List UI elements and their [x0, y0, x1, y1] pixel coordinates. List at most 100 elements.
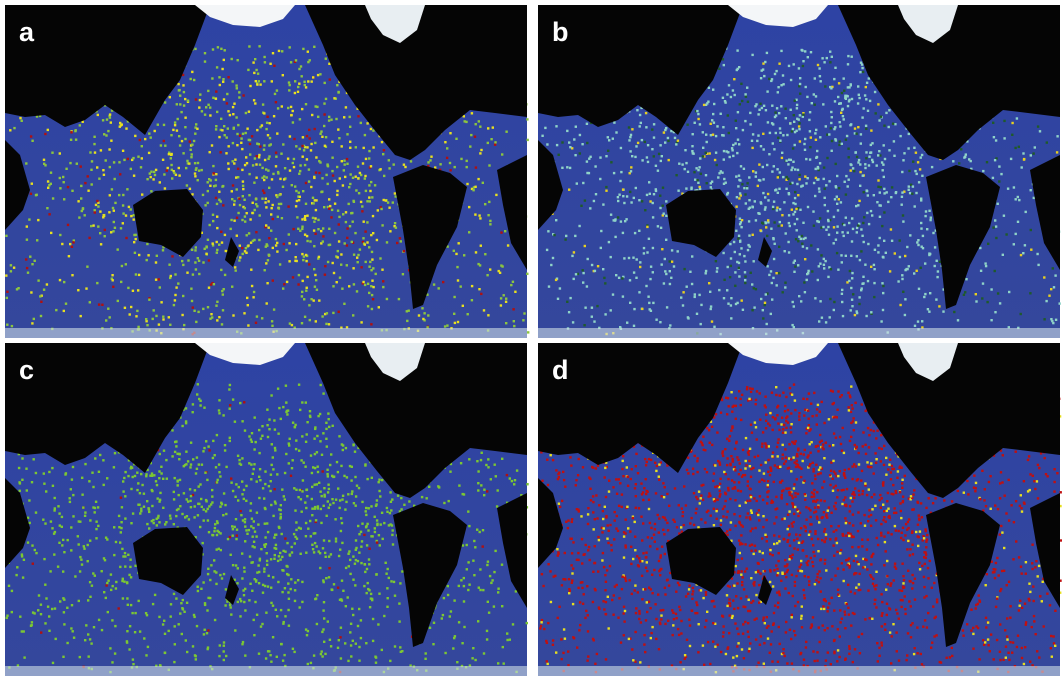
- point: [162, 159, 164, 161]
- point: [361, 540, 363, 542]
- point: [297, 91, 299, 93]
- point: [925, 210, 927, 212]
- point: [310, 535, 312, 537]
- point: [629, 136, 631, 138]
- point: [785, 232, 787, 234]
- point: [379, 257, 381, 259]
- point: [218, 548, 220, 550]
- point: [305, 86, 307, 88]
- point: [725, 182, 727, 184]
- point: [244, 215, 246, 217]
- point: [372, 298, 374, 300]
- point: [618, 277, 620, 279]
- point: [124, 552, 126, 554]
- point: [312, 76, 314, 78]
- point: [154, 594, 156, 596]
- point: [145, 475, 147, 477]
- point: [293, 533, 295, 535]
- point: [59, 600, 61, 602]
- point: [653, 193, 655, 195]
- point: [870, 266, 872, 268]
- point: [821, 57, 823, 59]
- point: [308, 180, 310, 182]
- point: [356, 485, 358, 487]
- point: [833, 78, 835, 80]
- point: [271, 207, 273, 209]
- point: [44, 133, 46, 135]
- point: [148, 299, 150, 301]
- point: [308, 263, 310, 265]
- point: [574, 235, 576, 237]
- point: [113, 161, 115, 163]
- point: [739, 253, 741, 255]
- point: [323, 581, 325, 583]
- point: [790, 169, 792, 171]
- point: [276, 132, 278, 134]
- point: [104, 229, 106, 231]
- point: [122, 150, 124, 152]
- point: [349, 183, 351, 185]
- point: [196, 468, 198, 470]
- point: [300, 459, 302, 461]
- point: [772, 277, 774, 279]
- point: [357, 525, 359, 527]
- point: [347, 596, 349, 598]
- point: [107, 308, 109, 310]
- point: [994, 159, 996, 161]
- point: [141, 145, 143, 147]
- point: [214, 527, 216, 529]
- point: [639, 266, 641, 268]
- point: [209, 114, 211, 116]
- point: [241, 219, 243, 221]
- point: [628, 139, 630, 141]
- point: [190, 78, 192, 80]
- point: [906, 246, 908, 248]
- point: [513, 325, 515, 327]
- point: [600, 230, 602, 232]
- point: [833, 309, 835, 311]
- point: [572, 321, 574, 323]
- point: [722, 252, 724, 254]
- point: [248, 529, 250, 531]
- point: [255, 198, 257, 200]
- point: [396, 242, 398, 244]
- point: [741, 183, 743, 185]
- point: [738, 275, 740, 277]
- point: [280, 643, 282, 645]
- point: [702, 147, 704, 149]
- point: [158, 616, 160, 618]
- point: [320, 384, 322, 386]
- point: [751, 147, 753, 149]
- point: [586, 142, 588, 144]
- point: [466, 544, 468, 546]
- point: [21, 457, 23, 459]
- point: [106, 538, 108, 540]
- point: [620, 171, 622, 173]
- point: [98, 471, 100, 473]
- point: [140, 510, 142, 512]
- point: [323, 113, 325, 115]
- point: [87, 175, 89, 177]
- point: [332, 502, 334, 504]
- point: [316, 435, 318, 437]
- point: [338, 223, 340, 225]
- point: [164, 101, 166, 103]
- point: [700, 323, 702, 325]
- point: [63, 181, 65, 183]
- point: [303, 149, 305, 151]
- point: [273, 419, 275, 421]
- point: [997, 203, 999, 205]
- panel-label: a: [19, 17, 35, 47]
- point: [170, 603, 172, 605]
- point: [155, 261, 157, 263]
- point: [807, 56, 809, 58]
- point: [868, 223, 870, 225]
- point: [762, 133, 764, 135]
- point: [767, 199, 769, 201]
- point: [1046, 141, 1048, 143]
- point: [669, 283, 671, 285]
- point: [401, 570, 403, 572]
- point: [364, 284, 366, 286]
- point: [794, 191, 796, 193]
- point: [856, 310, 858, 312]
